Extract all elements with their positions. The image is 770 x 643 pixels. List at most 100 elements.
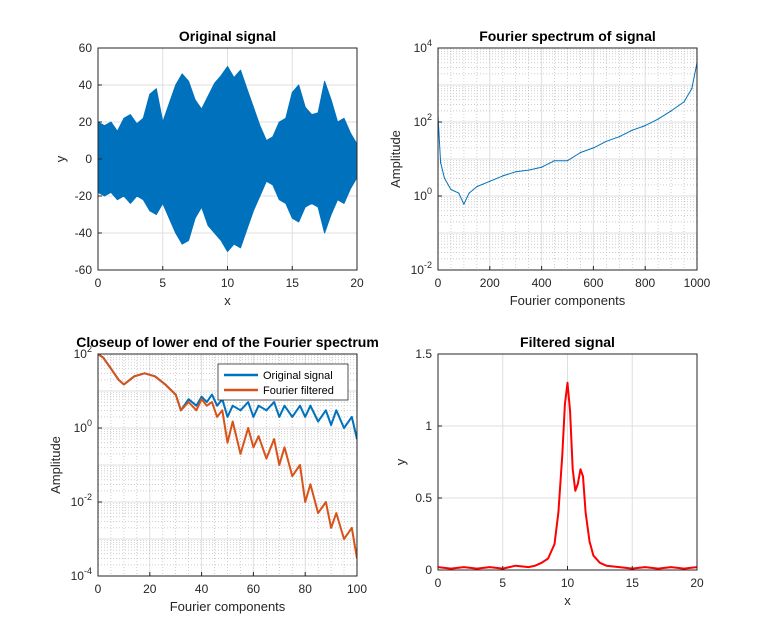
data-point xyxy=(618,136,620,138)
data-point xyxy=(657,567,659,570)
y-tick-exponent: 4 xyxy=(427,38,432,48)
data-point xyxy=(216,405,218,407)
data-point xyxy=(599,562,601,564)
data-point xyxy=(247,401,249,403)
x-axis-label: x xyxy=(224,293,231,308)
y-tick-base: 10 xyxy=(414,41,428,55)
y-tick-base: 10 xyxy=(74,347,88,361)
data-point xyxy=(232,405,234,407)
data-point xyxy=(515,171,517,173)
data-point xyxy=(343,538,345,540)
data-point xyxy=(683,567,685,570)
data-point xyxy=(351,416,353,418)
y-axis-label: y xyxy=(393,458,408,465)
y-tick-label: 60 xyxy=(79,41,93,55)
y-tick-label: 40 xyxy=(79,78,93,92)
data-point xyxy=(154,375,156,377)
y-tick-exponent: 0 xyxy=(427,186,432,196)
legend-label: Fourier filtered xyxy=(263,385,334,397)
data-point xyxy=(102,356,104,359)
data-point xyxy=(450,567,452,570)
data-point xyxy=(644,566,646,568)
data-point xyxy=(283,405,286,407)
data-point xyxy=(317,512,319,514)
data-point xyxy=(566,160,569,162)
y-axis-label: Amplitude xyxy=(388,130,403,188)
data-point xyxy=(188,401,190,403)
legend xyxy=(217,363,349,401)
data-point xyxy=(468,192,470,194)
chart-title: Filtered signal xyxy=(520,334,615,350)
data-point xyxy=(133,375,135,377)
x-tick-label: 100 xyxy=(347,582,367,596)
signal-envelope xyxy=(98,66,357,252)
y-tick-label: 102 xyxy=(414,112,432,129)
y-tick-label: 102 xyxy=(74,344,92,361)
data-point xyxy=(592,147,595,149)
data-point xyxy=(683,101,685,103)
y-tick-base: 10 xyxy=(71,495,85,509)
y-tick-label: 0.5 xyxy=(415,491,432,505)
data-point xyxy=(201,396,203,398)
x-tick-label: 10 xyxy=(221,276,235,290)
data-point xyxy=(541,166,543,168)
data-point xyxy=(201,398,203,400)
x-tick-label: 15 xyxy=(286,276,300,290)
data-point xyxy=(221,409,223,411)
data-point xyxy=(579,151,582,154)
data-point xyxy=(572,468,574,470)
y-tick-label: 1.5 xyxy=(415,347,432,361)
x-tick-label: 0 xyxy=(95,276,102,290)
data-point xyxy=(211,393,213,396)
data-point xyxy=(458,192,460,194)
series-0 xyxy=(98,66,357,252)
series-line xyxy=(438,381,697,570)
data-point xyxy=(291,416,293,418)
data-point xyxy=(226,416,229,418)
data-point xyxy=(252,446,254,448)
y-tick-exponent: 0 xyxy=(87,418,92,428)
data-point xyxy=(195,409,198,411)
x-tick-label: 80 xyxy=(299,582,313,596)
x-axis-label: x xyxy=(564,593,571,608)
y-tick-exponent: 2 xyxy=(427,112,432,122)
axes-frame xyxy=(437,47,698,271)
data-point xyxy=(657,118,659,120)
data-point xyxy=(670,110,672,112)
y-tick-label: 10-2 xyxy=(411,260,432,277)
y-tick-label: -60 xyxy=(75,263,93,277)
data-point xyxy=(351,527,353,529)
x-tick-label: 40 xyxy=(195,582,209,596)
data-point xyxy=(585,511,587,513)
x-tick-label: 60 xyxy=(247,582,261,596)
axes-frame xyxy=(97,353,358,577)
data-point xyxy=(691,87,693,90)
data-point xyxy=(232,420,234,423)
subplot-filtered-signal: 0 5 10 15 20 0 0.5 1 1.5 Filtered signal x y xyxy=(393,334,704,608)
data-point xyxy=(450,188,452,191)
data-point xyxy=(252,416,254,418)
x-tick-label: 10 xyxy=(561,576,575,590)
data-point xyxy=(631,129,633,131)
data-point xyxy=(309,405,311,407)
x-tick-label: 0 xyxy=(435,276,442,290)
data-point xyxy=(553,160,556,162)
data-point xyxy=(265,409,267,411)
y-tick-base: 10 xyxy=(411,263,425,277)
y-tick-base: 10 xyxy=(414,189,428,203)
x-tick-label: 20 xyxy=(690,576,704,590)
data-point xyxy=(439,161,442,164)
data-point xyxy=(273,438,275,440)
data-point xyxy=(309,483,311,485)
data-point xyxy=(528,169,530,171)
data-point xyxy=(180,409,182,411)
data-point xyxy=(123,383,125,386)
data-point xyxy=(273,401,275,403)
data-point xyxy=(265,457,267,460)
subplot-original-signal: 0 5 10 15 20 -60 -40 -20 0 20 40 60 Original signal x… xyxy=(53,28,364,308)
data-point xyxy=(463,203,465,205)
data-point xyxy=(582,475,584,477)
x-tick-label: 5 xyxy=(499,576,506,590)
data-point xyxy=(247,427,249,429)
